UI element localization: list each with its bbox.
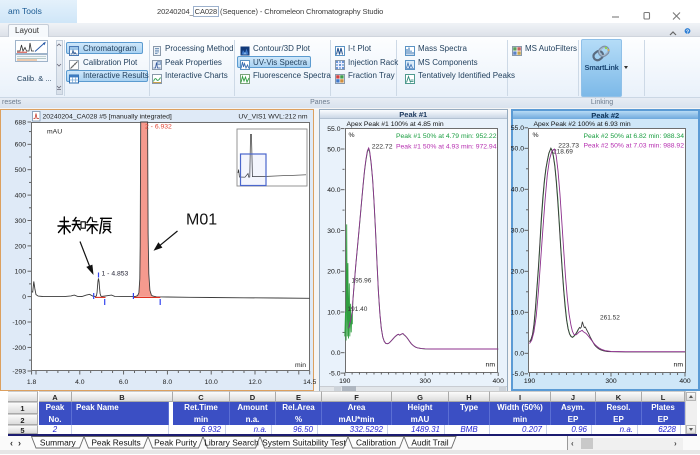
svg-text:218.69: 218.69 <box>553 149 573 156</box>
svg-text:223.73: 223.73 <box>558 143 579 150</box>
svg-text:190: 190 <box>524 378 536 385</box>
svg-text:200: 200 <box>15 243 27 250</box>
svg-text:4.0: 4.0 <box>75 379 85 386</box>
svg-text:300: 300 <box>15 218 27 225</box>
svg-text:195.96: 195.96 <box>352 278 372 285</box>
svg-text:50.0: 50.0 <box>327 146 340 153</box>
svg-text:20.0: 20.0 <box>327 269 340 276</box>
svg-text:0: 0 <box>22 294 26 301</box>
svg-text:Apex Peak #2 100% at 6.93 min: Apex Peak #2 100% at 6.93 min <box>534 121 631 128</box>
svg-text:Peak Results: Peak Results <box>91 438 140 448</box>
svg-text:8.0: 8.0 <box>163 379 173 386</box>
svg-text:Calibration: Calibration <box>356 438 396 448</box>
svg-text:mAU: mAU <box>47 129 62 136</box>
svg-text:222.72: 222.72 <box>372 143 393 150</box>
svg-text:400: 400 <box>493 378 505 385</box>
svg-text:20240204_CA028 #5 [manually in: 20240204_CA028 #5 [manually integrated] <box>43 114 172 121</box>
svg-text:55.0: 55.0 <box>511 125 524 132</box>
svg-text:500: 500 <box>15 167 27 174</box>
svg-text:?: ? <box>686 29 689 35</box>
svg-text:2 - 6.932: 2 - 6.932 <box>145 124 172 131</box>
svg-text:40.0: 40.0 <box>327 187 340 194</box>
svg-text:Peak #1 50% at 4.79 min: 952.2: Peak #1 50% at 4.79 min: 952.22 <box>396 133 497 140</box>
svg-text:100: 100 <box>15 269 27 276</box>
svg-text:UV_VIS1 WVL:212 nm: UV_VIS1 WVL:212 nm <box>238 114 307 121</box>
svg-text:10.0: 10.0 <box>327 309 340 316</box>
svg-text:nm: nm <box>486 362 496 369</box>
svg-text:Peak Purity: Peak Purity <box>154 438 198 448</box>
svg-text:55.0: 55.0 <box>327 126 340 133</box>
svg-text:Summary: Summary <box>40 438 77 448</box>
svg-text:0.0: 0.0 <box>515 351 525 358</box>
svg-text:-100: -100 <box>12 319 26 326</box>
svg-text:%: % <box>349 132 355 139</box>
svg-text:1 - 4.853: 1 - 4.853 <box>102 271 129 278</box>
svg-text:-293: -293 <box>12 368 26 375</box>
svg-text:12.0: 12.0 <box>248 379 261 386</box>
svg-text:System Suitability Test: System Suitability Test <box>262 438 346 448</box>
svg-text:Apex Peak #1 100% at 4.85 min: Apex Peak #1 100% at 4.85 min <box>347 121 444 128</box>
svg-text:1.8: 1.8 <box>27 379 37 386</box>
svg-text:191.40: 191.40 <box>348 306 368 313</box>
svg-text:50.0: 50.0 <box>511 146 524 153</box>
svg-text:Audit Trail: Audit Trail <box>411 438 448 448</box>
svg-text:190: 190 <box>339 378 351 385</box>
svg-text:14.5: 14.5 <box>303 379 316 386</box>
svg-text:%: % <box>533 132 539 139</box>
svg-text:400: 400 <box>679 378 691 385</box>
svg-text:30.0: 30.0 <box>327 228 340 235</box>
svg-text:40.0: 40.0 <box>511 187 524 194</box>
svg-text:10.0: 10.0 <box>205 379 218 386</box>
svg-text:300: 300 <box>420 378 432 385</box>
svg-text:nm: nm <box>674 362 684 369</box>
svg-text:688: 688 <box>15 119 27 126</box>
svg-text:6.0: 6.0 <box>119 379 129 386</box>
svg-text:0.0: 0.0 <box>331 350 341 357</box>
svg-text:M01: M01 <box>186 212 217 229</box>
svg-text:20.0: 20.0 <box>511 269 524 276</box>
svg-text:Peak #2 50% at 6.82 min: 988.3: Peak #2 50% at 6.82 min: 988.34 <box>583 133 684 140</box>
svg-text:Library Search: Library Search <box>204 438 259 448</box>
svg-text:261.52: 261.52 <box>600 315 620 322</box>
svg-text:Peak #2 50% at 7.03 min: 988.9: Peak #2 50% at 7.03 min: 988.92 <box>583 143 684 150</box>
svg-text:-5.0: -5.0 <box>512 371 524 378</box>
svg-text:Peak #1 50% at 4.93 min: 972.9: Peak #1 50% at 4.93 min: 972.94 <box>396 143 497 150</box>
svg-text:-5.0: -5.0 <box>329 371 341 378</box>
svg-text:400: 400 <box>15 193 27 200</box>
svg-text:600: 600 <box>15 142 27 149</box>
svg-text:300: 300 <box>605 378 617 385</box>
svg-text:30.0: 30.0 <box>511 228 524 235</box>
svg-text:min: min <box>295 362 306 369</box>
svg-text:-200: -200 <box>12 345 26 352</box>
svg-text:10.0: 10.0 <box>511 310 524 317</box>
